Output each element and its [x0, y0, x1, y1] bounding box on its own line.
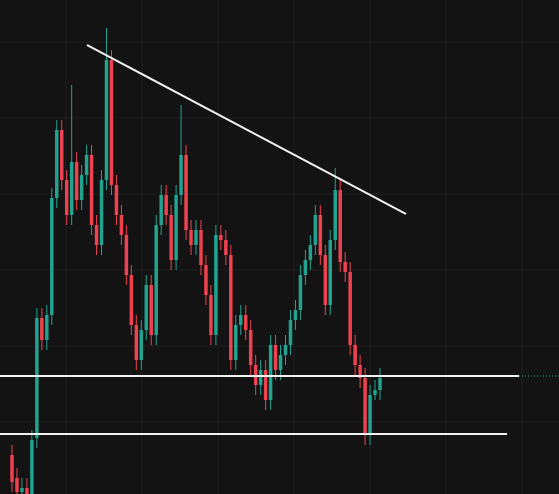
candle-body — [179, 155, 183, 195]
candle-body — [149, 285, 153, 335]
candle-body — [50, 198, 54, 315]
candle-body — [293, 310, 298, 320]
candle-body — [278, 355, 283, 370]
candle-body — [288, 320, 293, 345]
candle-body — [199, 230, 203, 265]
candle-body — [243, 315, 248, 330]
candle-body — [114, 185, 119, 215]
candle-body — [134, 325, 139, 360]
candle-body — [84, 155, 89, 175]
candle-body — [109, 60, 114, 185]
candle-body — [159, 195, 163, 225]
candle-body — [64, 180, 69, 215]
candle-body — [20, 488, 24, 492]
candle-body — [79, 175, 84, 200]
candle-body — [40, 318, 44, 340]
candle-body — [74, 162, 79, 200]
candles — [10, 28, 382, 494]
candle-body — [353, 345, 357, 365]
candle-body — [348, 272, 352, 345]
candle-body — [45, 315, 49, 340]
candle-body — [258, 370, 263, 385]
candle-body — [338, 190, 342, 262]
candle-body — [129, 275, 134, 325]
candle-body — [30, 440, 34, 494]
candle-body — [229, 255, 233, 360]
candle-body — [328, 240, 333, 305]
candle-body — [343, 262, 347, 272]
candle-body — [298, 275, 303, 310]
candle-body — [189, 230, 193, 245]
candle-body — [268, 345, 273, 400]
candle-body — [323, 255, 328, 305]
candle-body — [59, 130, 64, 180]
candle-body — [224, 240, 228, 255]
drawings — [0, 44, 559, 435]
candle-body — [94, 225, 99, 245]
candle-body — [378, 378, 382, 390]
candle-body — [35, 318, 39, 438]
candle-body — [25, 488, 29, 494]
candle-body — [303, 260, 308, 275]
candle-body — [154, 225, 158, 335]
candle-body — [10, 455, 14, 482]
candle-body — [368, 395, 372, 435]
candle-body — [234, 325, 238, 360]
candle-body — [124, 235, 129, 275]
candle-body — [174, 195, 178, 260]
candle-body — [164, 195, 168, 215]
candle-body — [313, 215, 318, 245]
candle-body — [184, 155, 188, 230]
candle-body — [204, 265, 208, 295]
candle-body — [194, 230, 198, 245]
candle-body — [363, 378, 367, 435]
candle-body — [239, 315, 243, 325]
candle-body — [283, 345, 288, 355]
candle-body — [139, 330, 144, 360]
candle-body — [373, 390, 377, 395]
candle-body — [104, 60, 109, 180]
candle-body — [333, 190, 337, 240]
candle-body — [263, 370, 268, 400]
candle-body — [169, 215, 173, 260]
candle-body — [69, 162, 74, 215]
candle-body — [214, 235, 218, 335]
candle-body — [89, 155, 94, 225]
candle-body — [318, 215, 323, 255]
candle-body — [219, 235, 223, 240]
candle-body — [15, 478, 19, 492]
candle-body — [55, 130, 59, 198]
candle-body — [144, 285, 149, 330]
candle-body — [248, 330, 253, 365]
candle-body — [358, 365, 362, 378]
candle-body — [209, 295, 213, 335]
candle-body — [119, 215, 124, 235]
candle-body — [99, 180, 104, 245]
candle-body — [308, 245, 313, 260]
trend-line — [86, 44, 407, 215]
candle-body — [273, 345, 278, 370]
